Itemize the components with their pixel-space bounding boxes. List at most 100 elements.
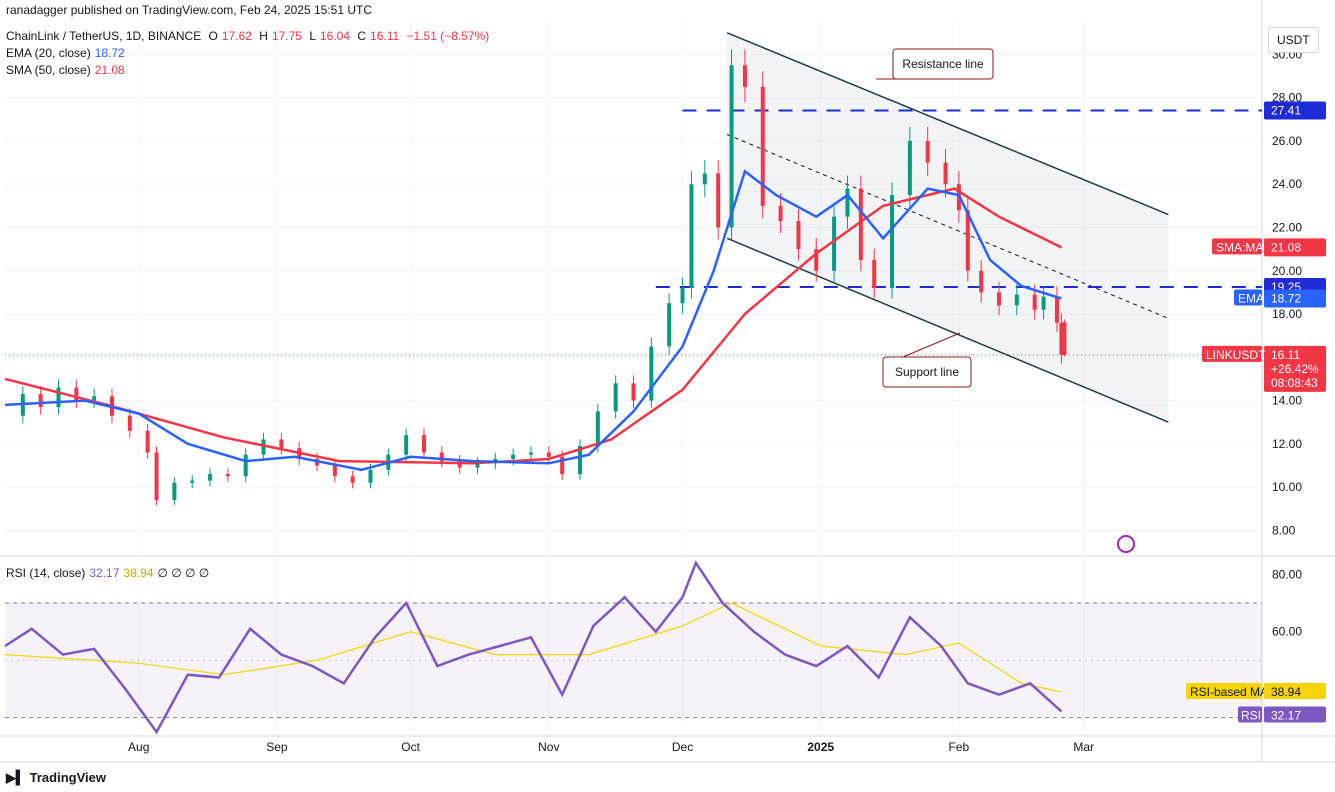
candle-body	[368, 469, 373, 483]
symbol-side-label-bg	[1202, 345, 1262, 362]
candle-body	[127, 415, 132, 431]
candle-body	[649, 346, 654, 401]
y-tick-label: 24.00	[1272, 177, 1302, 191]
high-label: H	[259, 29, 268, 43]
candle-body	[1059, 322, 1064, 355]
y-tick-label: 20.00	[1272, 264, 1302, 278]
open-value: 17.62	[221, 29, 252, 43]
symbol-title[interactable]: ChainLink / TetherUS, 1D, BINANCE	[6, 29, 202, 43]
candle-body	[439, 452, 444, 462]
candle-body	[907, 140, 912, 196]
x-tick-label: Sep	[266, 740, 288, 754]
y-tick-label: 8.00	[1272, 523, 1296, 537]
y-tick-label: 26.00	[1272, 134, 1302, 148]
candle-body	[667, 303, 672, 347]
rsi-legend[interactable]: RSI (14, close) 32.17 38.94 ∅ ∅ ∅ ∅	[6, 566, 213, 580]
rsi-legend-value: 32.17	[89, 566, 120, 580]
candle-body	[243, 454, 248, 477]
candle-body	[832, 216, 837, 271]
support-callout-pointer	[902, 332, 961, 358]
rsi-ma-legend-value: 38.94	[123, 566, 154, 580]
candle-body	[475, 463, 480, 468]
candle-body	[1032, 294, 1037, 310]
candle-body	[546, 452, 551, 457]
rsi-line	[4, 560, 1063, 735]
sma-price-tag-bg	[1264, 238, 1326, 257]
rsi-ma-tag-text: 38.94	[1271, 685, 1301, 699]
y-tick-label: 14.00	[1272, 394, 1302, 408]
sma-legend-value: 21.08	[94, 63, 125, 77]
candle-body	[729, 65, 734, 228]
y-tick-label: 18.00	[1272, 307, 1302, 321]
candle-body	[965, 210, 970, 271]
sma-price-tag-text: 21.08	[1271, 240, 1301, 254]
x-tick-label: Dec	[672, 740, 693, 754]
symbol-side-label-text: LINKUSDT	[1206, 348, 1266, 362]
sma-side-label-text: SMA:MA	[1216, 240, 1263, 254]
candle-body	[225, 474, 230, 477]
candle-body	[814, 249, 819, 271]
candle-body	[742, 65, 747, 87]
candle-body	[845, 188, 850, 217]
support-callout-box	[882, 356, 972, 388]
candle-body	[172, 482, 177, 501]
candle-body	[997, 292, 1002, 306]
rsi-ma-side-bg	[1186, 683, 1262, 700]
candle-body	[796, 221, 801, 250]
candle-body	[404, 435, 409, 455]
candle-body	[925, 140, 930, 163]
sma-legend[interactable]: SMA (50, close) 21.08	[6, 63, 129, 77]
close-value: 16.11	[370, 29, 400, 43]
y-tick-label: 28.00	[1272, 91, 1302, 105]
candle-body	[890, 195, 895, 289]
candle-body	[74, 387, 79, 401]
currency-button[interactable]: USDT	[1268, 27, 1319, 53]
open-label: O	[208, 29, 218, 43]
candle-body	[350, 476, 355, 483]
low-label: L	[309, 29, 316, 43]
y-tick-label: 10.00	[1272, 480, 1302, 494]
rsi-legend-label: RSI (14, close)	[6, 566, 86, 580]
rsi-y-tick-label: 80.00	[1272, 567, 1302, 581]
candle-body	[680, 288, 685, 304]
x-tick-label: Nov	[538, 740, 559, 754]
ema20-line	[4, 169, 1062, 472]
candle-body	[689, 184, 694, 289]
candle-body	[154, 452, 159, 501]
rsi-tag-text: 32.17	[1271, 708, 1301, 722]
candle-body	[422, 435, 426, 453]
rsi-tag-bg	[1264, 706, 1326, 723]
candle-body	[943, 162, 948, 185]
level-upper-tag-bg	[1264, 101, 1326, 120]
candle-body	[261, 439, 266, 455]
last-price-tag-text: +26.42%	[1271, 362, 1319, 376]
symbol-ohlc-line: ChainLink / TetherUS, 1D, BINANCE O 17.62…	[6, 29, 493, 43]
resistance-callout-box	[892, 48, 994, 80]
rsi-ma-tag-bg	[1264, 683, 1326, 700]
sma-legend-label: SMA (50, close)	[6, 63, 91, 77]
x-tick-label: Feb	[949, 740, 970, 754]
lightning-icon	[1117, 535, 1135, 553]
level-upper-tag-text: 27.41	[1271, 103, 1301, 117]
publisher-line: ranadagger published on TradingView.com,…	[6, 3, 373, 17]
rsi-y-tick-label: 60.00	[1272, 625, 1302, 639]
candle-body	[332, 465, 337, 477]
candle-body	[511, 454, 516, 459]
candle-body	[279, 439, 284, 449]
x-tick-label: Oct	[401, 740, 420, 754]
candle-body	[979, 270, 984, 293]
support-callout-text: Support line	[895, 365, 959, 379]
tradingview-logo: ▶▍ TradingView	[6, 770, 106, 786]
candle-body	[56, 387, 61, 408]
candle-body	[1041, 296, 1046, 310]
ema-side-label-text: EMA	[1238, 291, 1264, 305]
tradingview-logo-icon: ▶▍	[6, 770, 26, 785]
support-line	[726, 237, 1169, 423]
rsi-ma-line	[4, 602, 1062, 693]
tradingview-logo-text: TradingView	[29, 770, 106, 785]
ema-legend[interactable]: EMA (20, close) 18.72	[6, 46, 129, 60]
ema-price-tag-bg	[1264, 289, 1326, 308]
candle-body	[872, 259, 877, 289]
last-price-tag-bg	[1264, 345, 1326, 392]
